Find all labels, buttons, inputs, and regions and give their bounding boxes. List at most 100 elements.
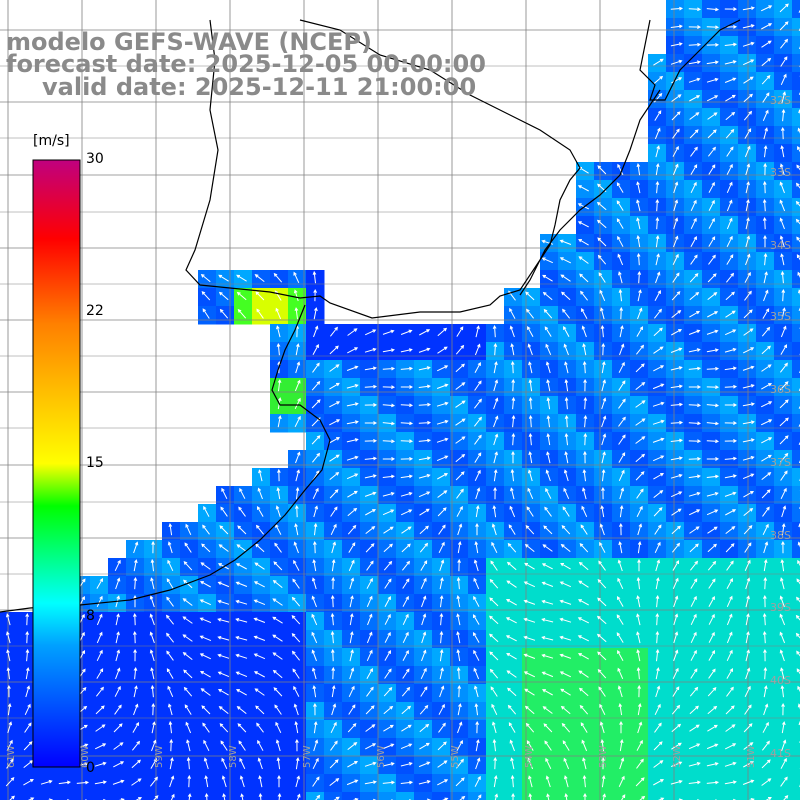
wind-arrow bbox=[726, 235, 733, 248]
wind-arrow bbox=[578, 599, 589, 606]
wind-arrow bbox=[780, 757, 787, 769]
wind-arrow bbox=[708, 254, 716, 265]
wind-arrow bbox=[523, 581, 536, 588]
latitude-label: 37S bbox=[770, 456, 791, 469]
wind-arrow bbox=[401, 705, 412, 715]
wind-arrow bbox=[132, 740, 141, 751]
wind-arrow bbox=[580, 524, 588, 535]
wind-arrow bbox=[688, 25, 702, 29]
wind-arrow bbox=[655, 163, 660, 176]
wind-arrow bbox=[438, 524, 446, 535]
wind-arrow bbox=[135, 797, 143, 800]
wind-arrow bbox=[294, 307, 299, 320]
wind-arrow bbox=[545, 469, 551, 482]
wind-arrow bbox=[655, 612, 660, 626]
wind-arrow bbox=[113, 761, 125, 768]
wind-arrow bbox=[707, 543, 717, 553]
wind-arrow bbox=[329, 364, 340, 372]
wind-arrow bbox=[745, 253, 751, 266]
wind-arrow bbox=[742, 41, 755, 47]
wind-arrow bbox=[528, 432, 533, 446]
wind-arrow bbox=[541, 618, 554, 623]
longitude-labels: 61W 60W 59W 58W 57W 56W 55W 54W 53W 52W 51W bbox=[6, 745, 757, 768]
wind-arrow bbox=[653, 365, 665, 372]
wind-arrow bbox=[688, 762, 701, 767]
wind-arrow bbox=[541, 563, 553, 570]
wind-arrow bbox=[236, 291, 247, 301]
wind-arrow bbox=[366, 560, 374, 571]
wind-arrow bbox=[543, 308, 553, 319]
wind-arrow bbox=[295, 469, 300, 482]
wind-arrow bbox=[291, 615, 301, 625]
wind-arrow bbox=[400, 474, 413, 479]
wind-arrow bbox=[239, 775, 245, 788]
wind-speed-cell bbox=[612, 792, 631, 800]
wind-arrow bbox=[726, 631, 733, 644]
wind-arrow bbox=[112, 779, 125, 785]
wind-arrow bbox=[779, 649, 785, 662]
wind-arrow bbox=[505, 617, 517, 624]
wind-speed-cell bbox=[792, 90, 800, 109]
wind-arrow bbox=[294, 504, 299, 518]
wind-arrow bbox=[636, 666, 641, 680]
wind-arrow bbox=[457, 558, 461, 572]
wind-arrow bbox=[511, 450, 515, 464]
wind-arrow bbox=[419, 742, 430, 750]
wind-arrow bbox=[742, 420, 755, 425]
wind-arrow bbox=[690, 217, 697, 230]
wind-arrow bbox=[438, 703, 445, 715]
wind-arrow bbox=[725, 526, 736, 534]
wind-arrow bbox=[762, 630, 767, 644]
wind-speed-cell bbox=[792, 378, 800, 397]
wind-arrow bbox=[459, 795, 466, 800]
wind-arrow bbox=[762, 198, 767, 212]
wind-arrow bbox=[6, 739, 13, 752]
wind-arrow bbox=[400, 366, 414, 371]
wind-arrow bbox=[253, 599, 266, 606]
wind-arrow bbox=[725, 94, 736, 102]
wind-arrow bbox=[294, 721, 299, 734]
wind-arrow bbox=[366, 667, 373, 679]
wind-arrow bbox=[510, 343, 515, 356]
wind-arrow bbox=[708, 181, 715, 193]
wind-speed-cell bbox=[792, 702, 800, 721]
wind-arrow bbox=[542, 544, 553, 552]
wind-arrow bbox=[743, 723, 753, 733]
wind-arrow bbox=[489, 578, 499, 589]
wind-arrow bbox=[253, 635, 266, 641]
wind-arrow bbox=[419, 704, 429, 715]
wind-arrow bbox=[673, 649, 679, 662]
wind-arrow bbox=[254, 688, 265, 696]
wind-speed-cell bbox=[792, 324, 800, 343]
wind-arrow bbox=[400, 509, 413, 516]
wind-arrow bbox=[599, 289, 606, 302]
wind-arrow bbox=[490, 686, 498, 697]
wind-arrow bbox=[6, 613, 11, 626]
wind-arrow bbox=[217, 653, 230, 659]
wind-arrow bbox=[347, 328, 358, 336]
wind-arrow bbox=[421, 649, 427, 662]
wind-arrow bbox=[401, 543, 411, 553]
wind-arrow bbox=[364, 780, 377, 785]
wind-arrow bbox=[294, 415, 301, 428]
wind-arrow bbox=[582, 343, 587, 356]
wind-speed-cell bbox=[792, 792, 800, 800]
wind-arrow bbox=[182, 652, 193, 660]
wind-arrow bbox=[419, 542, 429, 553]
wind-arrow bbox=[418, 438, 432, 443]
wind-arrow bbox=[421, 613, 427, 626]
wind-arrow bbox=[5, 777, 15, 787]
wind-arrow bbox=[437, 327, 448, 337]
wind-arrow bbox=[763, 541, 769, 554]
wind-arrow bbox=[707, 129, 717, 139]
wind-arrow bbox=[524, 688, 535, 696]
wind-arrow bbox=[218, 291, 229, 301]
wind-arrow bbox=[474, 452, 482, 463]
wind-arrow bbox=[366, 595, 373, 608]
wind-arrow bbox=[688, 348, 701, 353]
wind-arrow bbox=[670, 6, 684, 11]
wind-arrow bbox=[237, 525, 247, 535]
wind-arrow bbox=[525, 291, 535, 301]
wind-arrow bbox=[617, 235, 624, 247]
